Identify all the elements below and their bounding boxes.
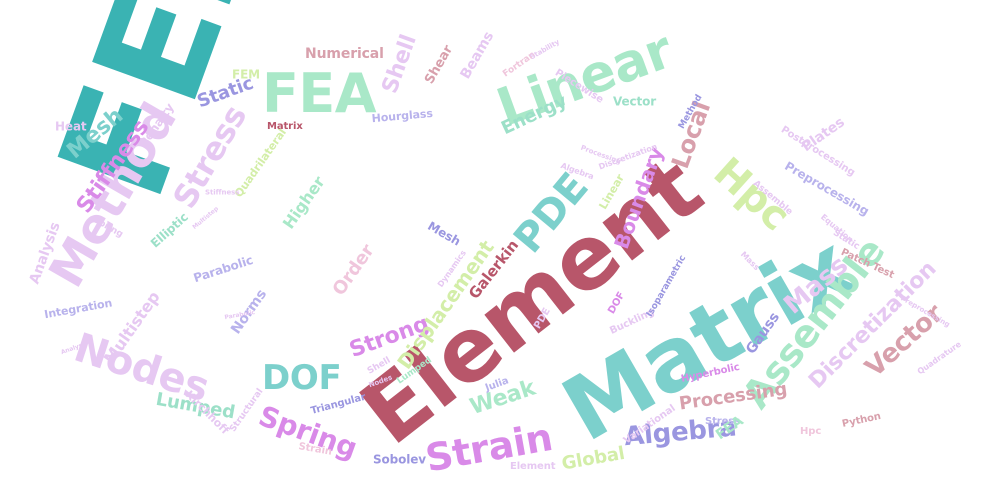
word-higher: Higher <box>278 172 329 233</box>
word-mesh: Mesh <box>425 218 463 249</box>
word-integration: Integration <box>43 296 114 322</box>
word-stress: Stress <box>705 416 741 427</box>
word-global: Global <box>560 442 627 475</box>
word-dof: DOF <box>262 357 342 398</box>
word-shear: Shear <box>422 42 457 87</box>
word-preprocessing: Preprocessing <box>782 158 872 219</box>
word-hpc: Hpc <box>800 426 822 437</box>
word-vector: Vector <box>613 94 657 109</box>
word-sobolev: Sobolev <box>373 452 426 467</box>
word-fea: FEA <box>262 61 376 125</box>
word-matrix: Matrix <box>267 121 303 132</box>
word-hourglass: Hourglass <box>371 106 434 126</box>
word-heat: Heat <box>55 119 87 134</box>
word-numerical: Numerical <box>305 45 384 62</box>
word-parabolic: Parabolic <box>191 252 255 286</box>
word-hpc: Hpc <box>704 148 799 240</box>
word-order: Order <box>328 240 379 300</box>
word-fem: FEM <box>232 67 260 82</box>
word-elliptic: Elliptic <box>147 209 191 251</box>
word-spring: Spring <box>254 399 362 466</box>
word-stiffness: Stiffness <box>205 188 240 197</box>
word-quadrature: Quadrature <box>915 339 963 377</box>
word-shell: Shell <box>377 31 422 97</box>
word-element: Element <box>510 461 556 472</box>
word-beams: Beams <box>457 29 498 82</box>
word-python: Python <box>841 411 882 430</box>
